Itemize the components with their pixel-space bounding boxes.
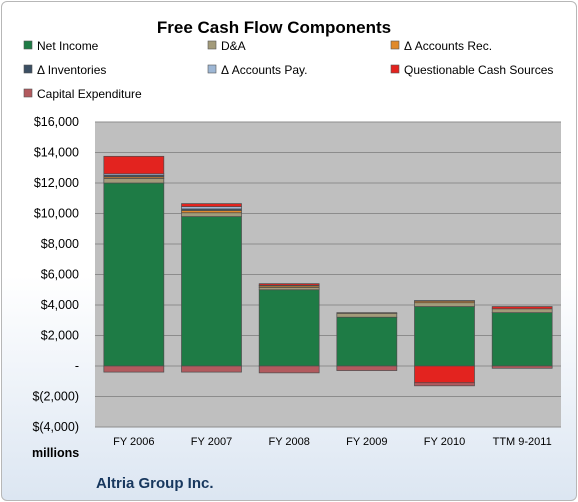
bar-segment [414, 300, 475, 302]
bar-segment [258, 283, 320, 286]
bar-segment [414, 382, 475, 387]
y-tick-label: $14,000 [34, 146, 79, 160]
bar-segment [336, 313, 398, 318]
bar-segment [258, 365, 320, 374]
legend-swatch [23, 40, 33, 50]
x-tick-label: FY 2008 [268, 436, 309, 448]
bar-segment [103, 182, 165, 367]
bar-segment [103, 365, 165, 373]
bar-segment [103, 155, 165, 175]
bar-segment [181, 216, 242, 367]
x-tick-label: TTM 9-2011 [493, 436, 552, 448]
y-tick-label: $12,000 [34, 176, 79, 190]
bar-segment [181, 212, 242, 217]
bar-segment [491, 312, 553, 367]
bar-segment [336, 316, 398, 367]
bar-segment [181, 203, 242, 207]
gridlines [95, 121, 561, 428]
legend-swatch [23, 88, 33, 98]
bar-segment [414, 302, 475, 307]
bar-segment [491, 365, 553, 369]
legend-swatch [390, 40, 400, 50]
x-tick-label: FY 2009 [346, 436, 387, 448]
bar-segment [336, 312, 398, 314]
y-tick-label: $4,000 [41, 298, 79, 312]
bar-segment [336, 365, 398, 371]
legend-swatch [207, 40, 217, 50]
legend-label: Net Income [37, 39, 99, 53]
legend-label: Δ Inventories [37, 63, 106, 77]
x-tick-label: FY 2006 [113, 436, 154, 448]
y-tick-label: $(2,000) [32, 390, 79, 404]
company-name: Altria Group Inc. [96, 475, 214, 492]
legend-label: Δ Accounts Pay. [221, 63, 308, 77]
y-tick-label: $2,000 [41, 329, 79, 343]
y-tick-label: $8,000 [41, 237, 79, 251]
legend-label: Δ Accounts Rec. [404, 39, 492, 53]
legend-swatch [390, 64, 400, 74]
legend-swatch [207, 64, 217, 74]
x-tick-label: FY 2010 [424, 436, 465, 448]
legend: Net Income D&A Δ Accounts Rec. Δ Inventorie… [23, 39, 553, 101]
x-axis: FY 2006 FY 2007 FY 2008 FY 2009 FY 2010 TTM 9… [113, 436, 552, 448]
unit-label: millions [32, 446, 79, 460]
bars [103, 155, 553, 387]
y-tick-label: $(4,000) [32, 420, 79, 434]
legend-swatch [23, 64, 33, 74]
bar-segment [181, 365, 242, 373]
bar-segment [414, 365, 475, 384]
bar-segment [491, 308, 553, 313]
y-axis: $16,000 $14,000 $12,000 $10,000 $8,000 $6,000… [32, 115, 79, 434]
legend-label: Questionable Cash Sources [404, 63, 553, 77]
bar-segment [258, 289, 320, 367]
bar-segment [414, 306, 475, 367]
legend-label: Capital Expenditure [37, 87, 142, 101]
x-tick-label: FY 2007 [191, 436, 232, 448]
y-tick-label: - [75, 359, 79, 373]
bar-segment [491, 306, 553, 310]
y-tick-label: $6,000 [41, 268, 79, 282]
chart-title: Free Cash Flow Components [157, 18, 391, 37]
bar-segment [103, 178, 165, 184]
legend-label: D&A [221, 39, 246, 53]
y-tick-label: $10,000 [34, 207, 79, 221]
y-tick-label: $16,000 [34, 115, 79, 129]
